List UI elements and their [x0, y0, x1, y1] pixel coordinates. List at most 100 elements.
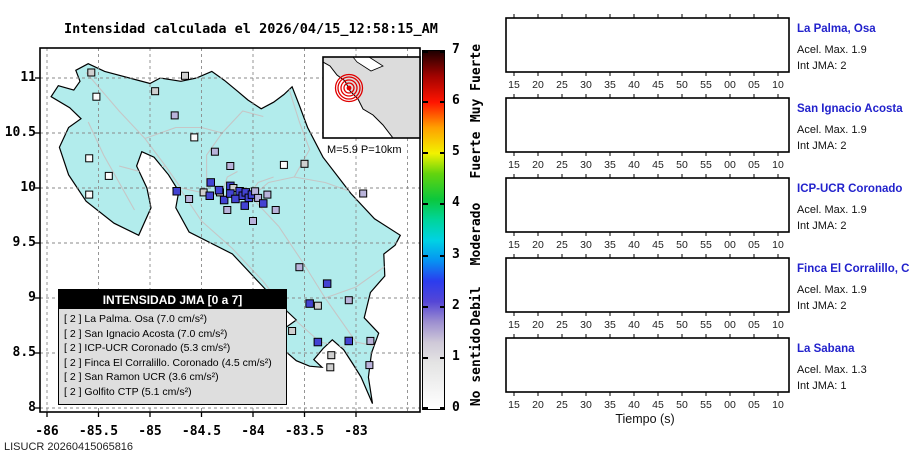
station-marker	[279, 160, 288, 169]
time-tick-label: 55	[700, 319, 712, 331]
y-axis-tick-label: 10	[20, 180, 36, 195]
station-marker	[251, 187, 260, 196]
station-name: La Palma, Osa	[797, 23, 876, 35]
time-tick-label: 35	[604, 159, 616, 171]
legend-entry: [ 2 ] Finca El Corralillo. Coronado (4.5…	[64, 356, 272, 369]
waveform-panel-border	[505, 17, 790, 73]
time-tick-label: 10	[772, 399, 784, 411]
epicenter-ring	[343, 82, 355, 94]
station-marker	[366, 336, 375, 345]
time-tick-label: 20	[532, 239, 544, 251]
station-marker	[226, 162, 235, 170]
station-marker	[223, 206, 232, 214]
legend-entry: [ 2 ] Golfito CTP (5.1 cm/s²)	[64, 385, 192, 398]
waveform-xlabel: Tiempo (s)	[615, 412, 675, 426]
station-name: Finca El Corralillo, Coro	[797, 263, 910, 275]
colorbar-tick	[440, 203, 445, 206]
station-marker	[254, 193, 263, 202]
time-tick-label: 05	[748, 239, 760, 251]
time-tick-label: 00	[724, 79, 736, 91]
road-line	[87, 121, 135, 211]
station-marker	[190, 133, 199, 142]
colorbar-tick	[423, 51, 428, 53]
time-tick-label: 45	[652, 159, 664, 171]
map-plot-area	[40, 48, 420, 412]
time-tick-label: 55	[700, 399, 712, 411]
road-line	[324, 264, 388, 299]
y-axis-tick-label: 8.5	[12, 345, 36, 360]
time-tick-label: 10	[772, 159, 784, 171]
time-tick-label: 05	[748, 399, 760, 411]
station-marker	[359, 189, 368, 198]
time-tick-label: 00	[724, 239, 736, 251]
inset-lake	[352, 57, 384, 72]
colorbar-category-label: Debil	[469, 286, 484, 326]
time-tick-label: 45	[652, 79, 664, 91]
y-axis-tick-label: 9	[28, 290, 36, 305]
colorbar-category-label: Muy Fuerte	[469, 44, 484, 123]
colorbar-tick	[423, 356, 428, 359]
colorbar-category-label: Fuerte	[469, 131, 484, 179]
colorbar-tick-label: 0	[452, 400, 460, 415]
station-marker	[92, 92, 101, 101]
station-int-jma: Int JMA: 2	[797, 60, 847, 72]
station-marker	[210, 147, 219, 156]
station-marker	[300, 159, 309, 168]
epicenter-ring	[337, 76, 361, 100]
time-tick-label: 00	[724, 159, 736, 171]
x-axis-tick-label: -85.5	[78, 424, 119, 439]
time-tick-label: 55	[700, 79, 712, 91]
intensity-legend: INTENSIDAD JMA [0 a 7] [ 2 ] La Palma. O…	[58, 289, 287, 405]
station-marker	[151, 87, 160, 96]
colorbar-tick-label: 3	[452, 246, 460, 262]
map-border	[39, 47, 421, 413]
x-axis-tick-label: -84	[241, 424, 265, 439]
station-marker	[226, 189, 235, 198]
station-marker	[263, 190, 272, 199]
time-tick-label: 05	[748, 159, 760, 171]
station-name: La Sabana	[797, 343, 855, 355]
time-tick-label: 40	[628, 239, 640, 251]
time-tick-label: 05	[748, 319, 760, 331]
station-acel-max: Acel. Max. 1.9	[797, 284, 867, 296]
time-tick-label: 30	[580, 399, 592, 411]
station-marker	[313, 337, 323, 347]
time-tick-label: 30	[580, 79, 592, 91]
time-tick-label: 25	[556, 159, 568, 171]
waveform-station-label: Finca El Corralillo, Coro Acel. Max. 1.9 I…	[797, 263, 910, 316]
station-marker	[185, 195, 194, 203]
station-marker	[365, 361, 374, 370]
legend-entry: [ 2 ] ICP-UCR Coronado (5.3 cm/s²)	[64, 342, 231, 355]
epicenter-dot	[346, 85, 352, 91]
station-marker	[295, 263, 304, 272]
time-tick-label: 40	[628, 399, 640, 411]
legend-entry: [ 2 ] San Ramon UCR (3.6 cm/s²)	[64, 371, 219, 384]
colorbar-tick	[440, 101, 445, 104]
watermark-id: LISUCR 20260415065816	[4, 441, 134, 453]
colorbar-tick-label: 1	[452, 348, 460, 364]
waveform-station-label: La Palma, Osa Acel. Max. 1.9 Int JMA: 2	[797, 23, 910, 76]
time-tick-label: 35	[604, 319, 616, 331]
figure-title: Intensidad calculada el 2026/04/15_12:58…	[64, 21, 438, 37]
waveform-panel-border	[505, 97, 790, 153]
time-tick-label: 55	[700, 239, 712, 251]
colorbar-tick	[423, 203, 428, 206]
waveform-panel-border	[505, 177, 790, 233]
time-tick-label: 35	[604, 79, 616, 91]
x-axis-tick-label: -83.5	[284, 424, 325, 439]
station-name: San Ignacio Acosta	[797, 103, 903, 115]
time-tick-label: 45	[652, 319, 664, 331]
waveform-station-label: San Ignacio Acosta Acel. Max. 1.9 Int JMA:…	[797, 103, 910, 156]
time-tick-label: 20	[532, 79, 544, 91]
time-tick-label: 20	[532, 159, 544, 171]
time-tick-label: 20	[532, 399, 544, 411]
x-axis-tick-label: -84.5	[181, 424, 222, 439]
colorbar-tick	[440, 152, 445, 155]
time-tick-label: 20	[532, 319, 544, 331]
epicenter-ring	[340, 79, 358, 97]
station-acel-max: Acel. Max. 1.9	[797, 124, 867, 136]
legend-entry: [ 2 ] La Palma. Osa (7.0 cm/s²)	[64, 313, 207, 325]
station-marker	[172, 187, 181, 196]
waveform-station-label: ICP-UCR Coronado Acel. Max. 1.9 Int JMA: 2	[797, 183, 910, 236]
waveform-panel-border	[505, 337, 790, 393]
